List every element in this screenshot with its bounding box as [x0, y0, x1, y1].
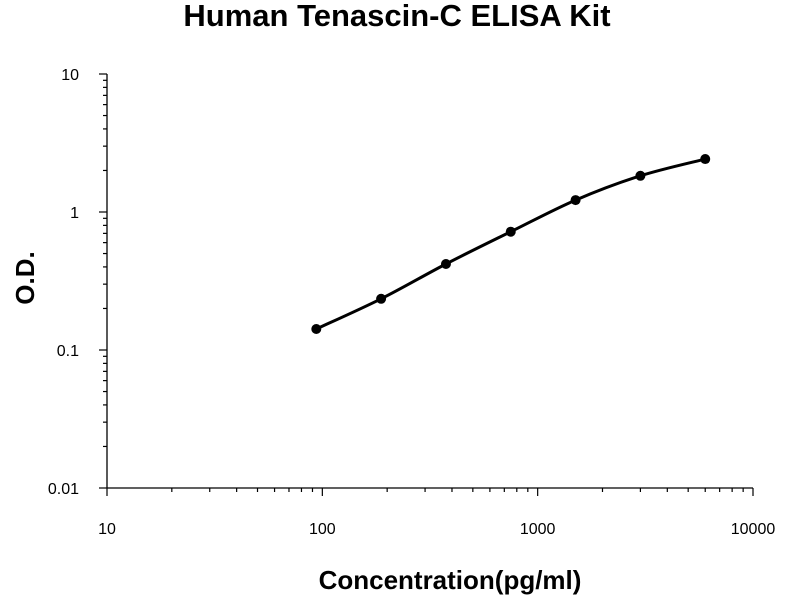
- x-tick-label: 10: [98, 521, 116, 538]
- y-tick-label: 1: [70, 205, 79, 222]
- y-axis-label: O.D.: [10, 251, 40, 304]
- x-axis-label: Concentration(pg/ml): [319, 565, 582, 595]
- axes: [106, 74, 753, 489]
- x-tick-label: 100: [309, 521, 336, 538]
- ticks: [99, 73, 754, 496]
- y-tick-label: 0.01: [48, 481, 79, 498]
- data-point: [505, 226, 516, 237]
- data-point: [440, 258, 451, 269]
- x-tick-label: 10000: [731, 521, 776, 538]
- series: [311, 154, 711, 334]
- tick-labels: 0.01 0.1 1 10 10 100 1000 10000: [48, 67, 775, 538]
- y-tick-label: 10: [61, 67, 79, 84]
- x-tick-label: 1000: [520, 521, 556, 538]
- y-tick-label: 0.1: [57, 343, 79, 360]
- data-point: [635, 170, 646, 181]
- data-point: [311, 323, 322, 334]
- data-point: [376, 293, 387, 304]
- data-point: [700, 154, 711, 165]
- data-point: [570, 195, 581, 206]
- chart-title: Human Tenascin-C ELISA Kit: [183, 0, 610, 33]
- fit-curve: [315, 157, 706, 331]
